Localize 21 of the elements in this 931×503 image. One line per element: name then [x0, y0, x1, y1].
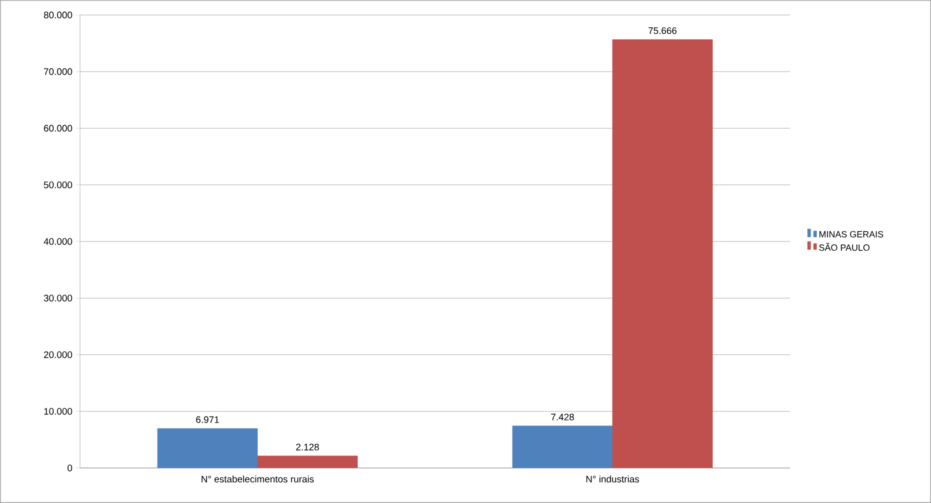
x-tick-label: N° industrias: [586, 476, 640, 482]
y-tick-label: 20.000: [44, 351, 72, 358]
y-tick-label: 50.000: [44, 182, 72, 188]
bar: [257, 456, 358, 468]
y-tick-label: 0: [68, 464, 72, 472]
bar: [157, 428, 258, 468]
x-tick-label: N° estabelecimentos rurais: [202, 476, 314, 482]
legend-label: SÃO PAULO: [819, 242, 870, 251]
y-tick-label: 60.000: [44, 124, 72, 132]
data-label: 75.666: [648, 27, 677, 34]
bar: [612, 39, 713, 468]
data-label: 2.128: [296, 444, 319, 450]
bar: [512, 426, 613, 468]
legend-label: MINAS GERAIS: [819, 231, 884, 238]
y-tick-label: 70.000: [44, 68, 72, 75]
data-label: 7.428: [551, 414, 574, 420]
y-tick-label: 40.000: [44, 238, 72, 245]
y-tick-label: 80.000: [44, 12, 72, 18]
y-tick-label: 30.000: [44, 294, 72, 302]
y-tick-label: 10.000: [44, 408, 72, 415]
data-label: 6.971: [196, 416, 219, 423]
